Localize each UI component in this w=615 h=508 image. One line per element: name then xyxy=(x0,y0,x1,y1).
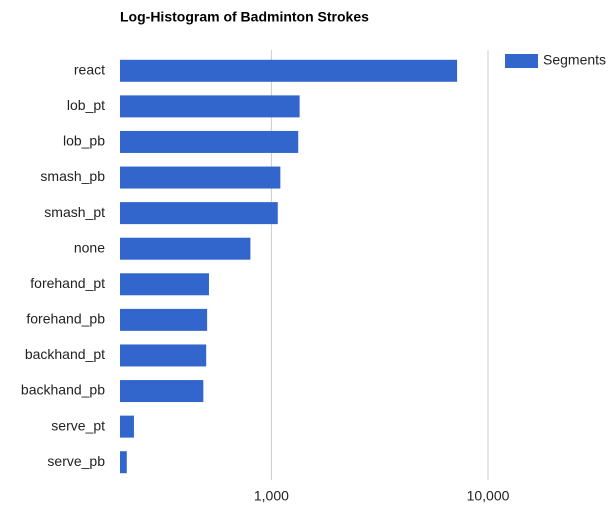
y-tick-label: react xyxy=(74,61,105,77)
y-tick-label: smash_pt xyxy=(44,204,105,220)
y-tick-label: lob_pb xyxy=(63,133,105,149)
y-tick-label: none xyxy=(74,239,105,255)
bar xyxy=(120,166,281,189)
x-tick-label: 10,000 xyxy=(467,488,510,504)
y-tick-label: serve_pb xyxy=(47,453,105,469)
legend-label: Segments xyxy=(543,52,606,68)
bar xyxy=(120,130,299,153)
chart-title: Log-Histogram of Badminton Strokes xyxy=(120,9,369,25)
bar xyxy=(120,202,278,225)
y-tick-label: forehand_pb xyxy=(26,311,105,327)
bar xyxy=(120,237,251,260)
y-tick-label: lob_pt xyxy=(67,97,105,113)
x-tick-label: 1,000 xyxy=(254,488,289,504)
bar xyxy=(120,308,208,331)
bar xyxy=(120,344,207,367)
y-tick-label: backhand_pt xyxy=(25,346,105,362)
bar xyxy=(120,451,127,474)
y-tick-label: serve_pt xyxy=(51,417,105,433)
bar xyxy=(120,380,204,403)
y-tick-label: forehand_pt xyxy=(30,275,105,291)
y-tick-label: smash_pb xyxy=(40,168,105,184)
bar xyxy=(120,415,134,438)
bar xyxy=(120,95,300,118)
y-tick-label: backhand_pb xyxy=(21,382,105,398)
bar xyxy=(120,273,209,296)
bar xyxy=(120,59,458,82)
legend-swatch xyxy=(505,54,538,68)
